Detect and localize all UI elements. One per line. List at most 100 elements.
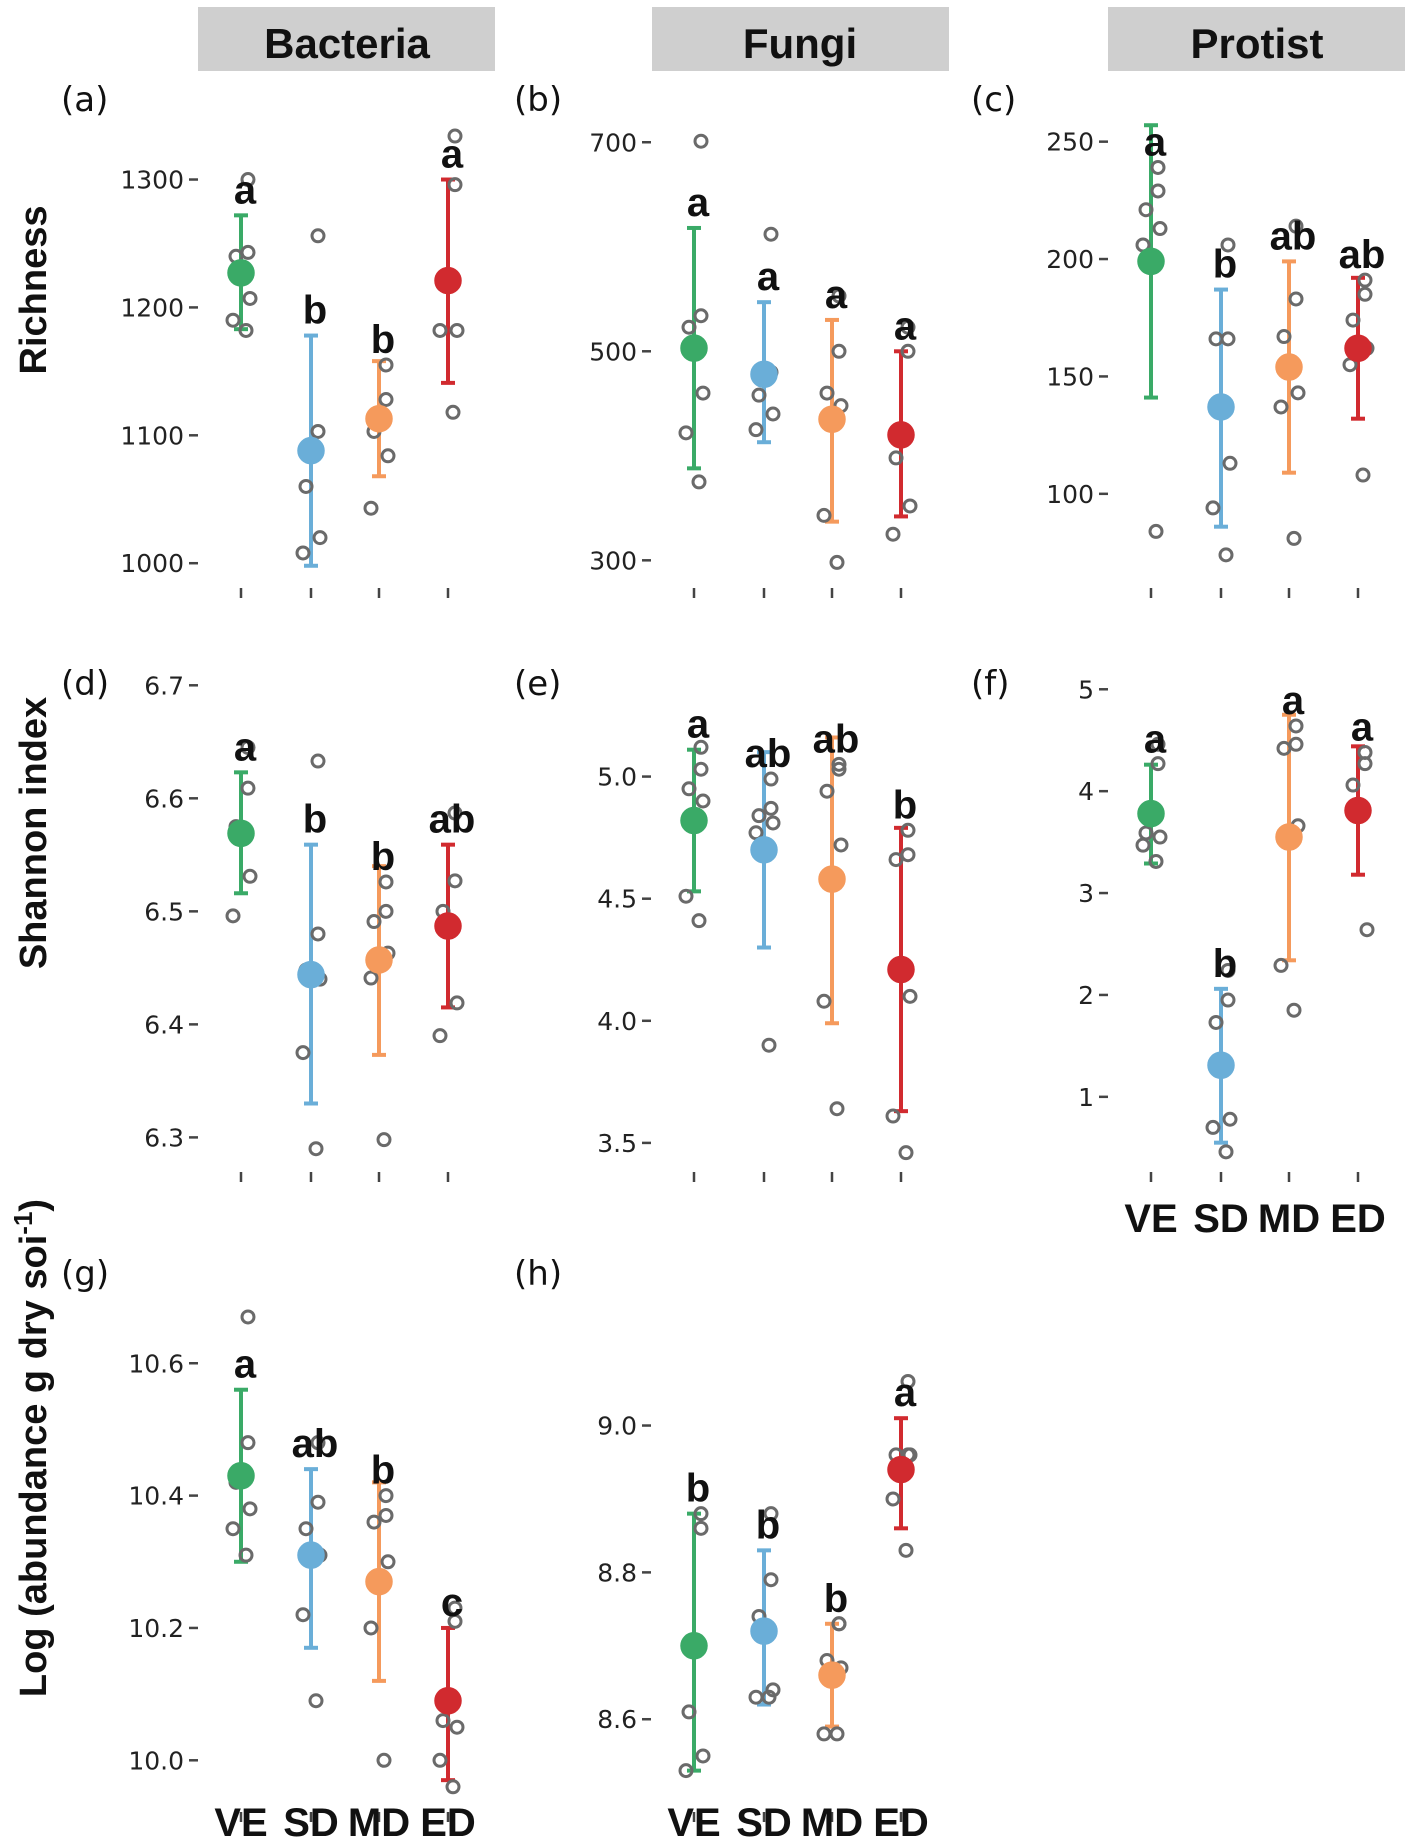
group-f-ed: a bbox=[1344, 705, 1375, 938]
significance-letter: b bbox=[1213, 243, 1237, 287]
data-point bbox=[765, 406, 781, 422]
mean-point bbox=[750, 836, 778, 864]
significance-letter: ab bbox=[1270, 214, 1317, 258]
data-point bbox=[748, 422, 764, 438]
x-category-label: ED bbox=[420, 1801, 476, 1842]
group-f-md: a bbox=[1273, 679, 1306, 1018]
group-b-ve: a bbox=[678, 133, 711, 490]
significance-letter: b bbox=[303, 798, 327, 842]
data-point bbox=[763, 226, 779, 242]
data-point bbox=[363, 1620, 379, 1636]
data-point bbox=[831, 288, 847, 304]
group-b-ed: a bbox=[885, 304, 918, 542]
data-point bbox=[240, 1435, 256, 1451]
data-point bbox=[763, 800, 779, 816]
strip-protist: Protist bbox=[1108, 7, 1405, 71]
significance-letter: ab bbox=[745, 732, 792, 776]
data-point bbox=[310, 1494, 326, 1510]
ylabel-abundance-close: ) bbox=[13, 1199, 55, 1212]
y-tick-label-g: 10.0 bbox=[128, 1746, 184, 1775]
data-point bbox=[1345, 777, 1361, 793]
data-point bbox=[380, 1554, 396, 1570]
panel-b: (b) 300 500 700 a a a a bbox=[514, 80, 918, 598]
data-point bbox=[376, 1752, 392, 1768]
data-point bbox=[695, 385, 711, 401]
data-point bbox=[763, 1572, 779, 1588]
panel-label-g: (g) bbox=[61, 1254, 109, 1294]
group-f-sd: b bbox=[1205, 942, 1238, 1160]
data-point bbox=[678, 888, 694, 904]
mean-point bbox=[297, 436, 325, 465]
data-point bbox=[378, 392, 394, 408]
strip-fungi: Fungi bbox=[652, 7, 949, 71]
data-point bbox=[447, 177, 463, 193]
data-point bbox=[678, 425, 694, 441]
significance-letter: ab bbox=[429, 798, 476, 842]
data-point bbox=[238, 322, 254, 338]
data-point bbox=[366, 1514, 382, 1530]
group-g-sd: ab bbox=[292, 1422, 338, 1709]
significance-letter: a bbox=[234, 725, 257, 769]
strip-bacteria-bg bbox=[198, 7, 495, 71]
data-point bbox=[1345, 312, 1361, 328]
mean-point bbox=[680, 334, 708, 362]
data-point bbox=[1286, 1002, 1302, 1018]
data-point bbox=[831, 756, 847, 772]
y-tick-label-e: 5.0 bbox=[597, 763, 637, 792]
data-point bbox=[1148, 853, 1164, 869]
group-a-ed: a bbox=[432, 128, 465, 420]
y-tick-label-g: 10.2 bbox=[128, 1614, 184, 1643]
data-point bbox=[816, 1726, 832, 1742]
x-category-label: SD bbox=[736, 1801, 792, 1842]
data-point bbox=[449, 995, 465, 1011]
significance-letter: ab bbox=[1339, 233, 1386, 277]
panel-a: (a) 1000 1100 1200 1300 a bb a bbox=[61, 80, 465, 598]
data-point bbox=[447, 805, 463, 821]
data-point bbox=[225, 1521, 241, 1537]
data-point bbox=[900, 343, 916, 359]
x-category-label: ED bbox=[873, 1801, 929, 1842]
panel-label-a: (a) bbox=[61, 80, 108, 120]
ylabel-abundance: Log (abundance g dry soi-1) bbox=[8, 1199, 55, 1697]
significance-letter: b bbox=[371, 1449, 395, 1493]
significance-letter: a bbox=[234, 168, 257, 212]
mean-point bbox=[818, 865, 846, 893]
data-point bbox=[1220, 962, 1236, 978]
group-e-md: ab bbox=[813, 717, 859, 1117]
y-tick-label-h: 8.8 bbox=[597, 1558, 637, 1587]
y-tick-label-d: 6.3 bbox=[144, 1123, 184, 1152]
mean-point bbox=[227, 819, 255, 848]
data-point bbox=[435, 1713, 451, 1729]
data-point bbox=[763, 771, 779, 787]
y-tick-label-a: 1300 bbox=[120, 166, 184, 195]
data-point bbox=[363, 500, 379, 516]
data-point bbox=[831, 1616, 847, 1632]
data-point bbox=[308, 1693, 324, 1709]
data-point bbox=[1208, 1014, 1224, 1030]
data-point bbox=[898, 1145, 914, 1161]
x-category-label: SD bbox=[1193, 1197, 1249, 1241]
data-point bbox=[310, 423, 326, 439]
data-point bbox=[1150, 183, 1166, 199]
data-point bbox=[761, 1689, 777, 1705]
data-point bbox=[1208, 331, 1224, 347]
data-point bbox=[1288, 736, 1304, 752]
data-point bbox=[691, 913, 707, 929]
data-point bbox=[1138, 202, 1154, 218]
data-point bbox=[1205, 500, 1221, 516]
group-a-ve: a bbox=[225, 168, 258, 338]
data-point bbox=[816, 507, 832, 523]
y-tick-label-f: 1 bbox=[1078, 1083, 1094, 1112]
data-point bbox=[1150, 736, 1166, 752]
data-point bbox=[885, 526, 901, 542]
y-tick-label-c: 200 bbox=[1046, 245, 1094, 274]
panel-label-c: (c) bbox=[971, 80, 1016, 120]
x-category-label: MD bbox=[348, 1801, 410, 1842]
significance-letter: a bbox=[441, 133, 464, 177]
group-g-ed: c bbox=[432, 1581, 465, 1795]
group-d-sd: b bbox=[295, 753, 328, 1157]
data-point bbox=[310, 1435, 326, 1451]
group-a-md: b bbox=[363, 318, 396, 516]
